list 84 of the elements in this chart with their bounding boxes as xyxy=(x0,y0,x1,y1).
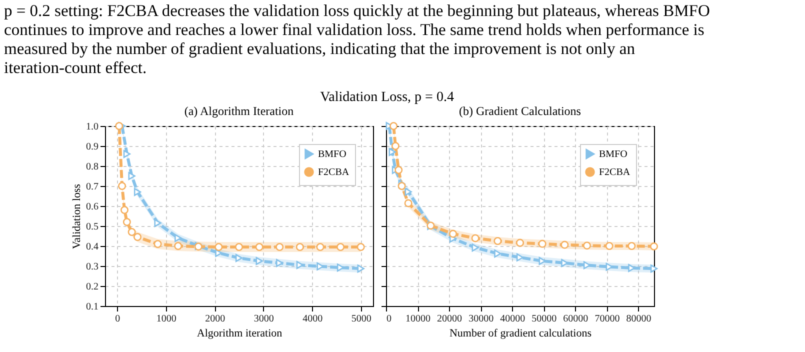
point xyxy=(356,243,365,251)
point xyxy=(582,242,592,250)
point xyxy=(516,238,524,247)
point xyxy=(628,242,636,250)
point xyxy=(404,188,412,196)
x-tick-label: 3000 xyxy=(254,314,274,324)
point xyxy=(215,248,222,258)
point xyxy=(538,240,546,248)
point xyxy=(276,243,284,251)
point xyxy=(650,242,658,250)
point xyxy=(174,234,182,242)
chart-title: (a) Algorithm Iteration xyxy=(184,104,294,118)
point xyxy=(494,237,502,245)
point xyxy=(560,240,569,249)
point xyxy=(404,199,412,208)
x-tick-label: 10000 xyxy=(406,314,431,324)
point xyxy=(650,264,658,273)
point xyxy=(472,244,479,252)
point xyxy=(123,150,130,158)
x-tick-label: 20000 xyxy=(437,314,462,324)
x-tick-label: 0 xyxy=(115,314,120,324)
point xyxy=(235,254,243,262)
legend-label: BMFO xyxy=(318,149,346,160)
y-tick-label: 0.3 xyxy=(86,262,98,272)
point xyxy=(128,228,136,236)
x-tick-label: 80000 xyxy=(626,314,652,324)
x-axis-title: Algorithm iteration xyxy=(196,328,283,340)
legend-label: F2CBA xyxy=(318,167,350,178)
point xyxy=(214,243,223,251)
point xyxy=(394,166,403,174)
point xyxy=(516,253,524,262)
x-axis-title: Number of gradient calculations xyxy=(449,328,592,340)
y-tick-label: 1.0 xyxy=(86,122,98,132)
point xyxy=(154,240,162,248)
x-tick-label: 2000 xyxy=(205,314,226,324)
legend-label: F2CBA xyxy=(599,167,631,178)
x-tick-label: 50000 xyxy=(532,314,557,324)
point xyxy=(134,188,142,196)
point xyxy=(128,172,136,180)
y-tick-label: 0.9 xyxy=(86,142,98,152)
x-tick-label: 5000 xyxy=(351,314,372,324)
y-tick-label: 0.6 xyxy=(86,202,98,212)
point xyxy=(234,243,244,251)
point xyxy=(120,206,128,214)
x-tick-label: 1000 xyxy=(156,314,176,324)
x-tick-label: 70000 xyxy=(594,314,620,324)
chart-title: (b) Gradient Calculations xyxy=(459,104,582,118)
y-tick-label: 0.7 xyxy=(86,182,98,192)
y-tick-label: 0.8 xyxy=(86,162,98,172)
y-axis-title: Validation loss xyxy=(71,184,83,250)
x-tick-label: 30000 xyxy=(468,314,494,324)
point xyxy=(388,148,396,156)
point xyxy=(174,242,182,250)
point xyxy=(296,243,304,251)
x-tick-label: 4000 xyxy=(302,314,323,324)
point xyxy=(448,230,458,238)
point xyxy=(538,256,546,266)
point xyxy=(118,182,126,190)
y-tick-label: 0.4 xyxy=(86,242,98,252)
x-tick-label: 40000 xyxy=(500,314,526,324)
point xyxy=(494,250,502,258)
point xyxy=(390,122,398,130)
point xyxy=(296,260,304,270)
point xyxy=(391,142,400,150)
point xyxy=(122,218,131,226)
point xyxy=(316,243,324,251)
point xyxy=(605,242,614,250)
point xyxy=(255,243,264,251)
point xyxy=(276,258,284,268)
point xyxy=(336,243,345,251)
point xyxy=(471,234,480,242)
point xyxy=(256,256,263,266)
point xyxy=(115,122,124,130)
y-tick-label: 0.5 xyxy=(86,222,98,232)
text: Validation Loss, p = 0.4 xyxy=(320,90,454,105)
point xyxy=(357,264,364,273)
y-tick-label: 0.2 xyxy=(86,282,98,292)
legend-label: BMFO xyxy=(599,149,628,160)
point xyxy=(398,182,406,190)
point xyxy=(133,233,142,241)
x-tick-label: 0 xyxy=(386,314,392,324)
x-tick-label: 60000 xyxy=(563,314,588,324)
text: p = 0.2 setting: F2CBA decreases the validation loss quickly at the beginning but plateaus, whereas BMFO continues to improve and reaches a lower final validation loss. The same trend holds when performance is measured by the number of gradient evaluations, indicating that the improvement is not only an iteration-count effect. xyxy=(4,1,710,77)
y-tick-label: 0.1 xyxy=(86,302,98,312)
